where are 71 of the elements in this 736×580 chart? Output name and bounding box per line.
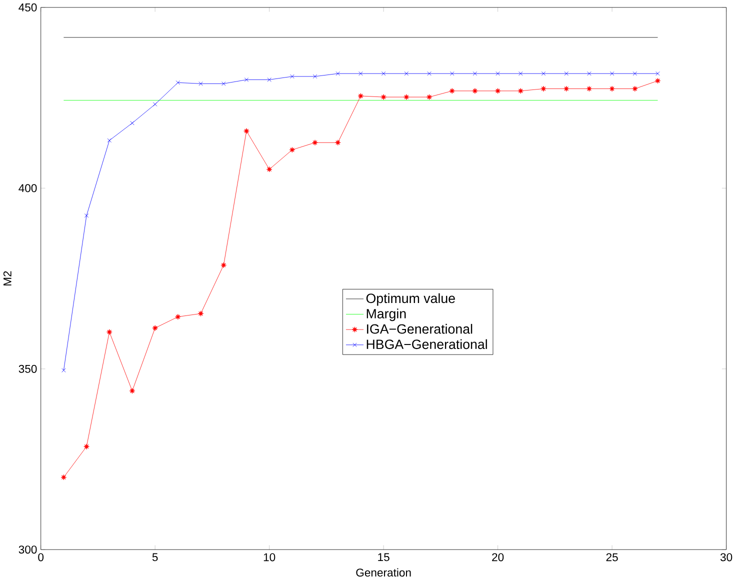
point xyxy=(290,74,294,79)
y-tick-label: 300 xyxy=(18,546,37,554)
point xyxy=(152,325,158,331)
x-tick-label: 25 xyxy=(606,553,618,562)
point xyxy=(358,93,364,99)
point xyxy=(336,71,340,76)
y-tick-label: 350 xyxy=(18,364,37,373)
point xyxy=(381,71,386,76)
point xyxy=(84,214,89,218)
point xyxy=(472,88,478,94)
point xyxy=(541,71,546,76)
point xyxy=(222,82,226,86)
point xyxy=(518,71,523,76)
point xyxy=(106,329,112,335)
x-tick-label: 15 xyxy=(378,553,390,562)
y-tick-label: 400 xyxy=(18,184,37,192)
point xyxy=(175,314,181,320)
point xyxy=(152,102,158,106)
point xyxy=(450,71,454,76)
point xyxy=(62,368,66,372)
point xyxy=(380,94,386,100)
x-tick-label: 5 xyxy=(152,553,158,562)
point xyxy=(289,146,296,153)
point xyxy=(609,86,615,92)
point xyxy=(449,88,455,94)
point xyxy=(244,78,249,82)
point xyxy=(404,94,410,100)
point xyxy=(563,86,570,92)
point xyxy=(496,71,500,76)
point xyxy=(632,71,637,76)
point xyxy=(130,120,134,126)
point xyxy=(518,88,524,94)
point xyxy=(586,86,592,92)
legend-label: Optimum value xyxy=(366,293,455,306)
point xyxy=(426,94,432,100)
point xyxy=(494,88,501,94)
point xyxy=(540,86,546,92)
point xyxy=(564,71,568,76)
point xyxy=(176,80,180,85)
point xyxy=(60,474,67,480)
point xyxy=(587,71,592,76)
point xyxy=(129,388,136,394)
point xyxy=(267,78,272,82)
point xyxy=(334,140,341,146)
x-axis-title: Generation xyxy=(356,568,411,577)
point xyxy=(404,71,409,76)
point xyxy=(312,140,318,146)
x-tick-label: 0 xyxy=(38,553,44,562)
point xyxy=(427,71,432,76)
point xyxy=(472,71,478,76)
point xyxy=(632,86,638,92)
y-axis-title: M2 xyxy=(3,271,12,286)
x-tick-label: 20 xyxy=(492,553,504,562)
point xyxy=(107,138,112,143)
x-tick-label: 30 xyxy=(720,553,732,562)
point xyxy=(266,166,272,172)
legend-label: Margin xyxy=(366,308,406,322)
point xyxy=(220,262,227,268)
point xyxy=(654,78,661,84)
point xyxy=(84,444,90,450)
point xyxy=(610,71,614,76)
legend-label: IGA−Generational xyxy=(367,324,472,334)
point xyxy=(312,74,318,79)
legend-label: HBGA−Generational xyxy=(366,339,487,350)
point xyxy=(656,71,660,76)
x-tick-label: 10 xyxy=(264,553,276,562)
y-tick-label: 450 xyxy=(18,3,37,12)
point xyxy=(358,71,363,76)
point xyxy=(244,128,250,134)
point xyxy=(198,310,204,316)
point xyxy=(198,82,203,86)
